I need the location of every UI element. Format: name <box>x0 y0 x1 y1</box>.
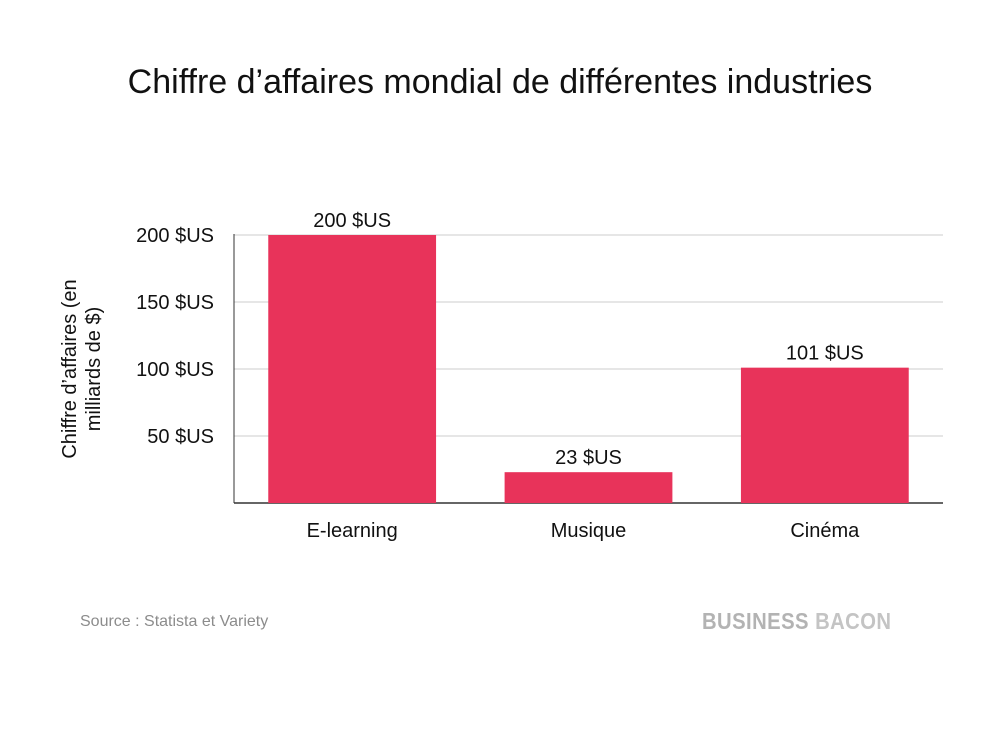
y-axis-label: Chiffre d’affaires (en milliards de $) <box>59 279 105 458</box>
x-tick-label: E-learning <box>307 520 398 542</box>
logo-word-business: BUSINESS <box>702 608 810 634</box>
y-axis-label-line: milliards de $) <box>83 307 105 431</box>
bar-value-label: 200 $US <box>313 210 391 232</box>
y-tick-label: 150 $US <box>136 292 214 314</box>
y-tick-label: 100 $US <box>136 359 214 381</box>
chart-title: Chiffre d’affaires mondial de différente… <box>127 63 873 101</box>
business-bacon-logo: BUSINESS BACON <box>702 608 891 635</box>
y-axis-label-line: Chiffre d’affaires (en <box>59 279 81 458</box>
bar-1 <box>504 472 673 503</box>
source-note: Source : Statista et Variety <box>80 613 269 630</box>
y-tick-label: 200 $US <box>136 225 214 247</box>
logo-word-bacon: BACON <box>815 608 892 634</box>
bar-value-label: 23 $US <box>555 447 622 469</box>
bar-value-label: 101 $US <box>786 343 864 365</box>
x-tick-label: Cinéma <box>790 520 860 542</box>
x-tick-label: Musique <box>551 520 627 542</box>
bar-2 <box>740 367 909 503</box>
bar-0 <box>268 235 437 503</box>
y-tick-label: 50 $US <box>147 426 214 448</box>
